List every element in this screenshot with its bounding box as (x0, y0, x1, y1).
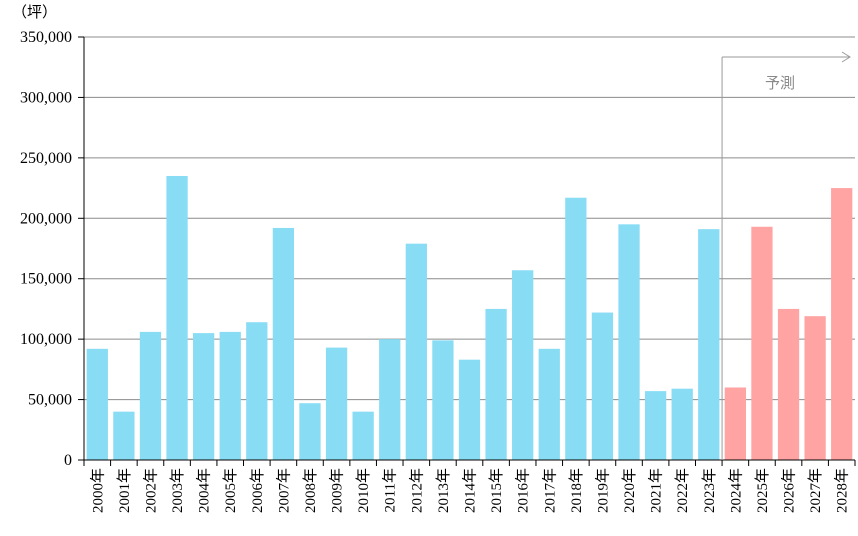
y-tick-label: 0 (64, 452, 72, 469)
bar (538, 348, 560, 460)
bar (804, 316, 826, 460)
x-tick-label: 2019年 (594, 468, 611, 513)
x-tick-label: 2027年 (807, 468, 824, 513)
bar (405, 243, 427, 460)
bar (751, 226, 773, 460)
y-axis-unit-label: （坪） (12, 3, 57, 21)
y-tick-label: 100,000 (20, 331, 72, 348)
x-tick-label: 2028年 (834, 468, 851, 513)
x-tick-label: 2016年 (515, 468, 532, 513)
y-tick-label: 300,000 (20, 89, 72, 106)
x-tick-label: 2012年 (408, 468, 425, 513)
bar (671, 388, 693, 460)
bar (485, 308, 507, 460)
bar (86, 348, 108, 460)
forecast-label: 予測 (765, 74, 795, 92)
bar (272, 227, 295, 460)
bar (352, 411, 374, 460)
axes (78, 36, 856, 466)
x-tick-label: 2005年 (222, 468, 239, 513)
x-tick-label: 2021年 (648, 468, 665, 513)
x-tick-label: 2009年 (329, 468, 346, 513)
x-tick-label: 2026年 (781, 468, 798, 513)
x-tick-label: 2004年 (196, 468, 213, 513)
bar (193, 333, 215, 460)
forecast-annotation: 予測 (721, 51, 851, 460)
x-tick-label: 2018年 (568, 468, 585, 513)
bars (86, 175, 853, 461)
bar (644, 391, 667, 460)
bar (724, 387, 746, 460)
bar (139, 331, 162, 460)
bar (113, 411, 135, 460)
bar (458, 359, 481, 460)
y-tick-label: 250,000 (20, 150, 72, 167)
bar (565, 197, 587, 461)
x-tick-label: 2006年 (249, 468, 266, 513)
x-tick-label: 2020年 (621, 468, 638, 513)
bar (591, 312, 614, 460)
x-tick-label: 2008年 (302, 468, 319, 513)
bar (246, 322, 268, 460)
x-tick-label: 2011年 (382, 468, 399, 512)
bar (618, 224, 640, 460)
x-tick-label: 2000年 (89, 468, 106, 513)
bar (325, 347, 348, 460)
y-axis-ticks: 0 50,000 100,000 150,000 200,000 250,000 300,0… (20, 29, 72, 469)
x-tick-label: 2013年 (435, 468, 452, 513)
bar (432, 340, 454, 460)
y-tick-label: 350,000 (20, 29, 72, 46)
x-tick-label: 2003年 (169, 468, 186, 513)
bar (831, 188, 853, 461)
x-tick-label: 2017年 (541, 468, 558, 513)
bar (219, 331, 241, 460)
x-tick-label: 2001年 (116, 468, 133, 513)
y-tick-label: 200,000 (20, 210, 72, 227)
x-tick-label: 2007年 (275, 468, 292, 513)
bar (512, 270, 534, 460)
bar (777, 308, 800, 460)
y-tick-label: 150,000 (20, 271, 72, 288)
x-tick-label: 2015年 (488, 468, 505, 513)
bar (379, 339, 401, 460)
x-axis-ticks: 2000年 2001年 2002年 2003年 2004年 2005年 2006年 2007年… (89, 468, 850, 513)
x-tick-label: 2002年 (142, 468, 159, 513)
x-tick-label: 2023年 (701, 468, 718, 513)
bar (299, 403, 321, 460)
x-tick-label: 2022年 (674, 468, 691, 513)
x-tick-label: 2025年 (754, 468, 771, 513)
y-tick-label: 50,000 (28, 392, 72, 409)
x-tick-label: 2010年 (355, 468, 372, 513)
bar (698, 229, 720, 460)
x-tick-label: 2024年 (727, 468, 744, 513)
bar (166, 175, 188, 460)
x-tick-label: 2014年 (462, 468, 479, 513)
forecast-arrow-head (841, 51, 851, 63)
